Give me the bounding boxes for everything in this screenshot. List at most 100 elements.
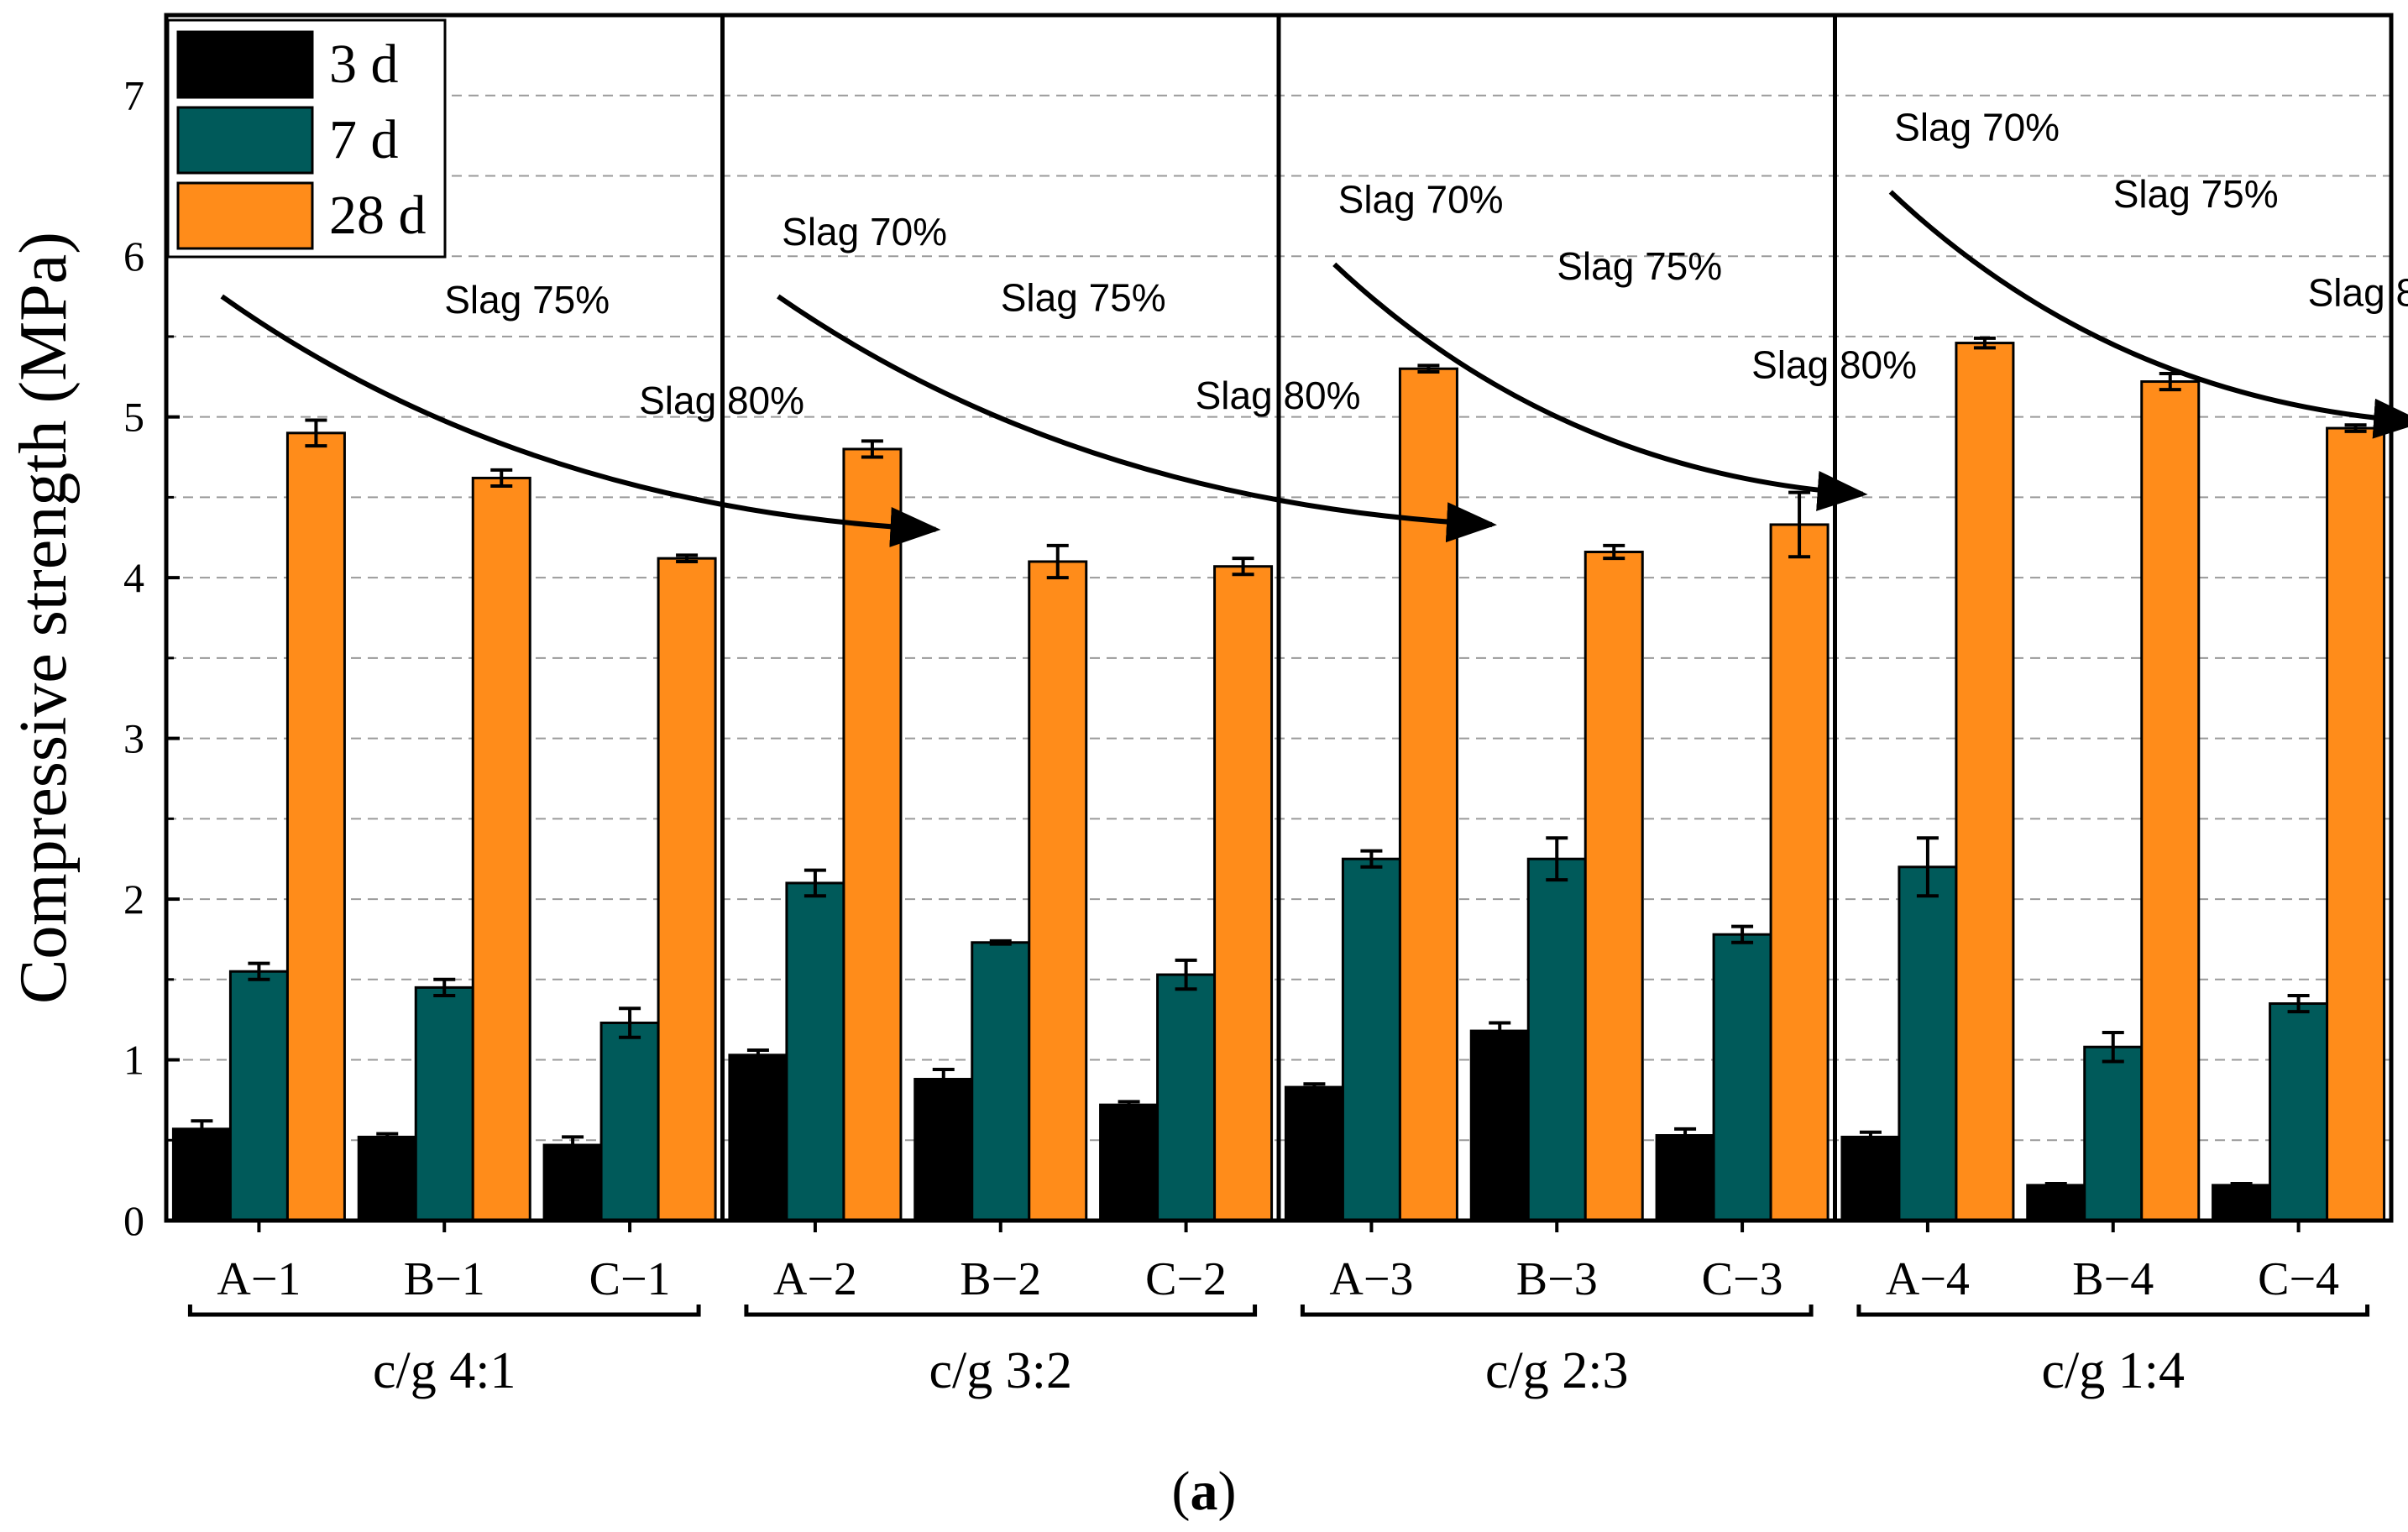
y-tick-label: 6 [123, 233, 144, 280]
legend-label-3d: 3 d [329, 34, 399, 95]
trend-arrow [1332, 262, 1868, 511]
bar-7d-A−2 [785, 881, 845, 1222]
slag-label: Slag 75% [444, 278, 610, 322]
error-bars [191, 336, 2367, 1189]
bar-28d-C−3 [1769, 523, 1830, 1222]
y-tick-label: 4 [123, 554, 144, 601]
slag-label: Slag 70% [1894, 105, 2060, 149]
y-tick-label: 2 [123, 876, 144, 923]
y-tick-label: 1 [123, 1037, 144, 1084]
bar-28d-C−1 [657, 557, 717, 1222]
y-tick-label: 3 [123, 715, 144, 762]
x-category-label: B−1 [404, 1253, 485, 1305]
x-category-label: B−2 [960, 1253, 1041, 1305]
bar-7d-B−4 [2083, 1045, 2144, 1222]
bar-28d-B−3 [1584, 550, 1644, 1222]
figure-caption: (a) [1172, 1461, 1237, 1522]
bar-28d-B−2 [1028, 560, 1088, 1222]
bar-3d-B−2 [913, 1078, 974, 1222]
bar-7d-A−1 [228, 970, 289, 1222]
trend-arrow [220, 294, 941, 547]
x-category-label: B−3 [1516, 1253, 1598, 1305]
trend-arrow [777, 294, 1497, 543]
slag-label: Slag 70% [1338, 178, 1504, 222]
y-axis-title: Compressive strength (MPa) [7, 232, 81, 1004]
y-axis-ticks: 0 1 2 3 4 5 6 7 [123, 72, 180, 1244]
x-category-label: C−2 [1145, 1253, 1227, 1305]
x-category-label: A−4 [1886, 1253, 1970, 1305]
bar-7d-B−3 [1526, 857, 1587, 1222]
bar-28d-B−1 [471, 476, 531, 1222]
bar-28d-A−2 [842, 447, 903, 1222]
group-bracket [1856, 1305, 2370, 1317]
caption-letter: a [1191, 1461, 1218, 1522]
bar-3d-A−2 [728, 1054, 788, 1222]
bar-3d-C−3 [1655, 1134, 1715, 1222]
bar-7d-A−4 [1898, 865, 1958, 1222]
caption-open: ( [1172, 1461, 1191, 1522]
bar-3d-B−4 [2026, 1184, 2086, 1222]
bar-3d-C−4 [2212, 1184, 2272, 1222]
x-category-label: A−3 [1329, 1253, 1413, 1305]
y-tick-label: 0 [123, 1197, 144, 1244]
group-label: c/g 1:4 [2042, 1342, 2185, 1399]
y-tick-label: 7 [123, 72, 144, 119]
legend: 3 d 7 d 28 d [166, 18, 447, 259]
group-bracket [187, 1305, 701, 1317]
bar-28d-A−3 [1398, 367, 1458, 1222]
x-category-label: C−3 [1702, 1253, 1783, 1305]
bar-3d-B−1 [357, 1135, 417, 1222]
bar-28d-A−4 [1955, 342, 2015, 1222]
x-axis-category-labels: A−1 B−1 C−1 A−2 B−2 C−2 A−3 B−3 C−3 A−4 B−4 C−4 [217, 1221, 2339, 1305]
bar-3d-C−2 [1099, 1103, 1160, 1222]
slag-label: Slag 80% [1196, 374, 1361, 417]
bar-7d-C−4 [2269, 1002, 2329, 1222]
bar-3d-C−1 [542, 1143, 603, 1222]
group-bracket [744, 1305, 1258, 1317]
bar-7d-C−2 [1156, 973, 1217, 1222]
bar-28d-B−4 [2140, 380, 2201, 1222]
slag-label: Slag 80% [1751, 343, 1917, 387]
bar-28d-A−1 [285, 431, 346, 1222]
bar-7d-C−1 [599, 1021, 660, 1222]
trend-arrow [1888, 190, 2408, 439]
legend-swatch-3d [176, 30, 314, 99]
group-label: c/g 4:1 [373, 1342, 516, 1399]
slag-label: Slag 70% [782, 210, 947, 254]
group-label: c/g 2:3 [1485, 1342, 1628, 1399]
slag-label: Slag 75% [1557, 244, 1722, 288]
legend-label-28d: 28 d [329, 185, 427, 246]
x-category-label: B−4 [2072, 1253, 2154, 1305]
legend-label-7d: 7 d [329, 109, 399, 170]
slag-label: Slag 75% [2113, 172, 2279, 216]
bar-28d-C−4 [2326, 426, 2386, 1222]
plot-frame [164, 13, 2394, 1223]
slag-label: Slag 80% [639, 379, 804, 422]
x-category-label: C−1 [589, 1253, 671, 1305]
x-category-label: A−1 [217, 1253, 301, 1305]
group-brackets: c/g 4:1 c/g 3:2 c/g 2:3 c/g 1:4 [187, 1305, 2370, 1399]
y-tick-label: 5 [123, 394, 144, 441]
bar-7d-A−3 [1341, 857, 1401, 1222]
bar-3d-A−3 [1284, 1085, 1344, 1222]
slag-label: Slag 80% [2308, 271, 2408, 315]
bar-3d-A−4 [1840, 1135, 1901, 1222]
bar-28d-C−2 [1213, 565, 1274, 1222]
bar-7d-C−3 [1712, 933, 1772, 1222]
slag-annotations: Slag 70% Slag 75% Slag 80% Slag 70% Slag 75%… [220, 105, 2408, 547]
bar-3d-B−3 [1469, 1029, 1530, 1222]
bar-3d-A−1 [171, 1127, 232, 1222]
legend-swatch-7d [176, 106, 314, 175]
group-bracket [1300, 1305, 1814, 1317]
slag-label: Slag 75% [1001, 275, 1166, 319]
group-label: c/g 3:2 [929, 1342, 1072, 1399]
x-category-label: C−4 [2258, 1253, 2339, 1305]
bar-7d-B−1 [414, 986, 474, 1222]
bars [171, 342, 2386, 1222]
legend-swatch-28d [176, 181, 314, 250]
x-category-label: A−2 [773, 1253, 857, 1305]
bar-7d-B−2 [971, 941, 1031, 1222]
caption-close: ) [1218, 1461, 1237, 1522]
group-separators [720, 15, 1837, 1221]
